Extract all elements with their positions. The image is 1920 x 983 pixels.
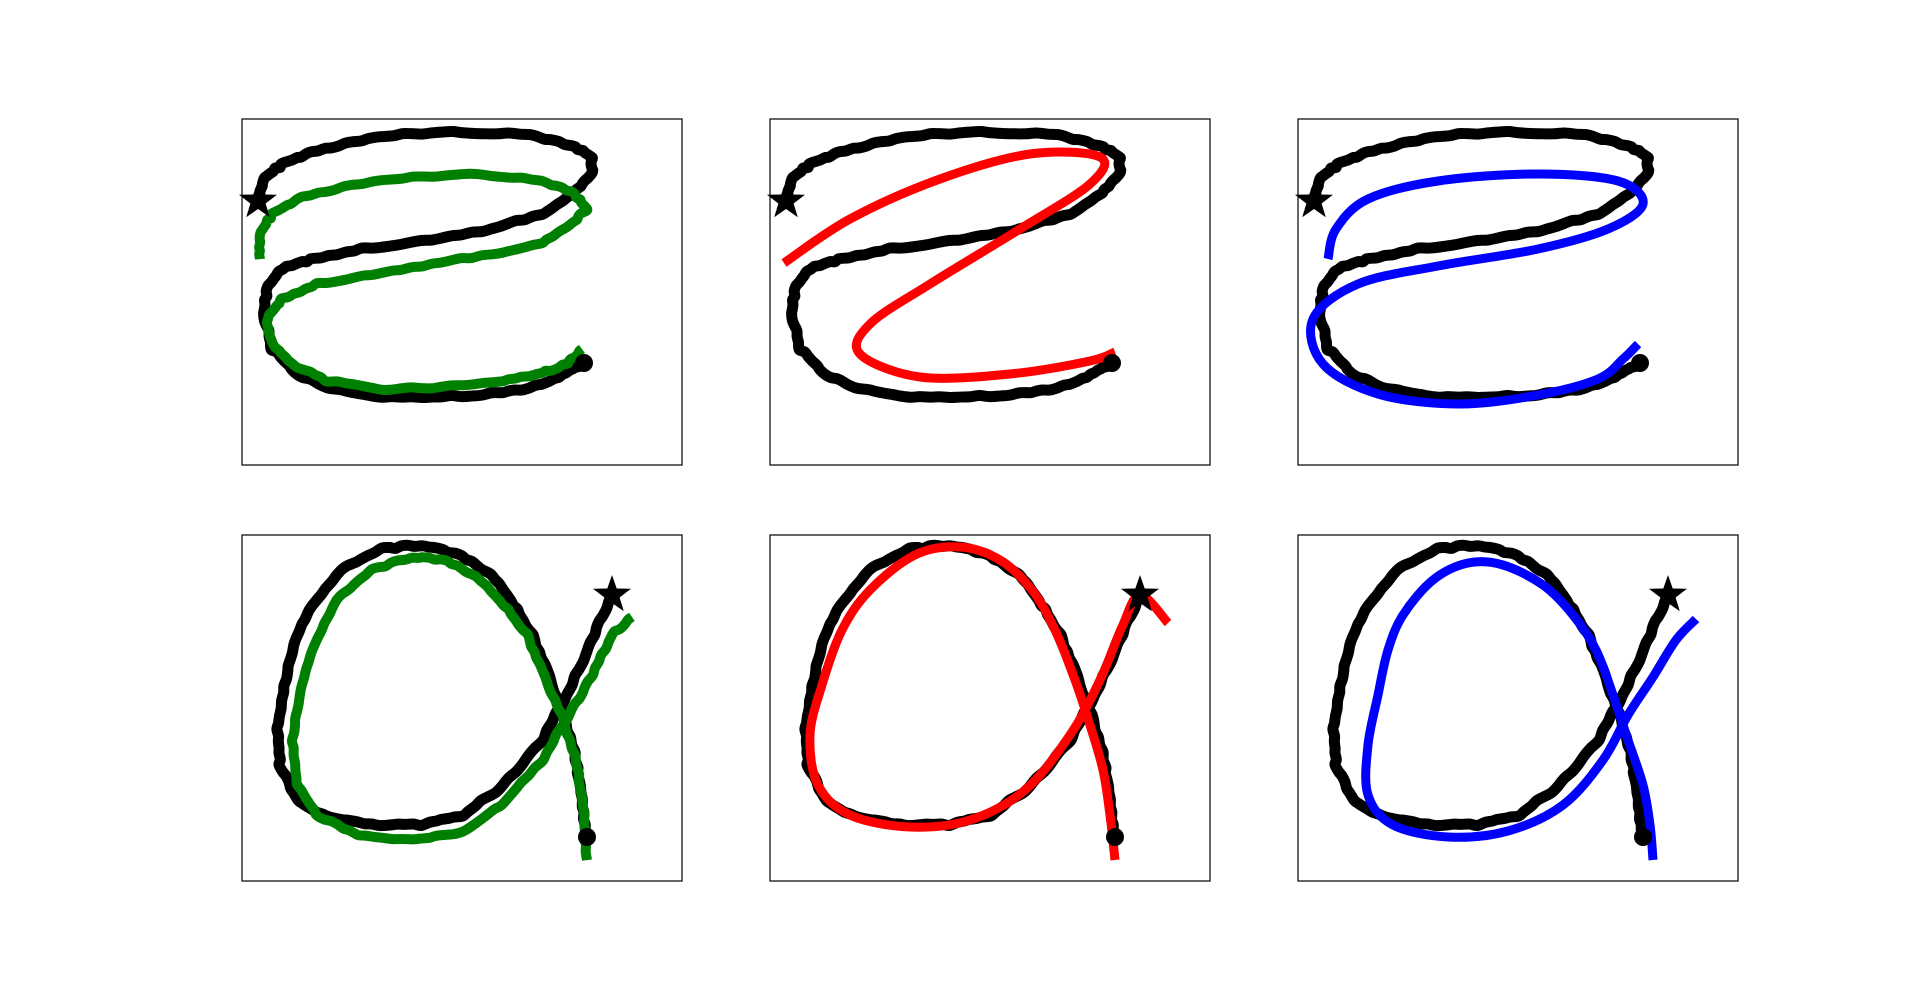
start-star-icon [593,575,631,612]
end-circle-icon [1103,354,1121,372]
reproduced-trajectory-blue [1306,169,1648,409]
panel-z-red [767,118,1211,466]
end-circle-icon [1631,354,1649,372]
panel-alpha-blue [1297,534,1739,882]
reproduced-trajectory-red [805,542,1172,861]
reproduced-trajectory-blue [1361,557,1700,861]
start-star-icon [1649,575,1687,612]
reproduced-trajectory-red [781,147,1117,383]
reproduced-trajectory-green [254,168,593,396]
panel-frame [769,118,1211,466]
demonstration-trajectory [780,126,1127,404]
start-star-icon [767,181,805,218]
start-star-icon [239,181,277,218]
demonstration-trajectory [1308,126,1655,404]
panel-z-green [239,118,683,466]
start-star-icon [1295,181,1333,218]
panel-z-blue [1295,118,1739,466]
start-star-icon [1121,575,1159,612]
panel-alpha-red [769,534,1211,882]
end-circle-icon [1106,828,1124,846]
end-circle-icon [1634,828,1652,846]
panel-alpha-green [241,534,683,882]
reproduced-trajectory-green [286,552,635,861]
demonstration-trajectory [252,126,599,404]
end-circle-icon [575,354,593,372]
end-circle-icon [578,828,596,846]
